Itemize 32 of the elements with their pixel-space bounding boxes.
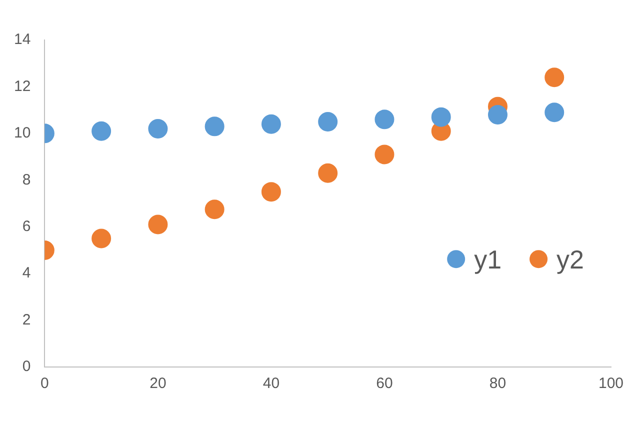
x-tick-label: 60 — [376, 375, 393, 392]
legend-label: y1 — [474, 244, 502, 274]
point — [374, 144, 394, 164]
point — [261, 182, 281, 202]
point — [544, 68, 564, 88]
x-tick-label: 100 — [598, 375, 624, 392]
point — [148, 119, 168, 139]
x-tick-label: 80 — [489, 375, 506, 392]
point — [148, 214, 168, 234]
point — [374, 110, 394, 130]
y-tick-label: 2 — [22, 311, 31, 328]
y-tick-label: 12 — [14, 78, 31, 95]
point — [488, 104, 508, 124]
point — [318, 163, 338, 183]
y-tick-label: 14 — [14, 31, 31, 48]
point — [204, 116, 224, 136]
x-tick-label: 20 — [150, 375, 166, 392]
point — [92, 228, 112, 248]
point — [544, 102, 564, 122]
y-tick-label: 10 — [14, 124, 31, 142]
x-tick-label: 0 — [40, 375, 49, 392]
y-tick-label: 0 — [22, 358, 31, 376]
legend-label: y2 — [556, 244, 584, 274]
y-tick-label: 6 — [22, 218, 31, 235]
y-tick-label: 4 — [22, 264, 31, 282]
point — [92, 121, 112, 141]
point — [431, 107, 451, 127]
y-tick-label: 8 — [22, 171, 31, 188]
x-tick-label: 40 — [262, 375, 280, 392]
point — [204, 200, 224, 220]
point — [318, 112, 338, 132]
point — [261, 114, 281, 134]
